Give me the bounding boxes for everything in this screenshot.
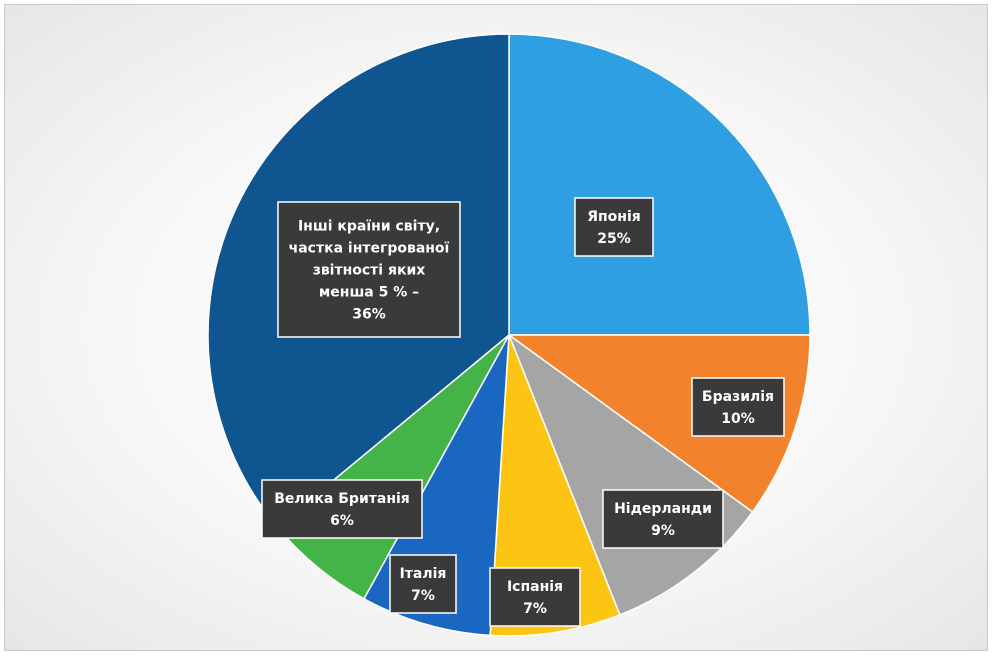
data-label: Іспанія 7% [489, 567, 581, 627]
data-label-value: 7% [411, 588, 435, 604]
pie-slice [508, 33, 811, 336]
data-label-box [389, 554, 457, 614]
data-label-value: 25% [597, 231, 631, 247]
data-label-box [261, 479, 423, 539]
data-label-value: 10% [721, 411, 755, 427]
data-label: Японія 25% [574, 197, 654, 257]
data-label-value: 36% [352, 307, 386, 323]
data-label-category: Нідерланди [614, 501, 712, 517]
data-label-value: 7% [523, 601, 547, 617]
data-label-category: Інші країни світу, [298, 219, 440, 235]
data-label-category: менша 5 % – [319, 285, 419, 301]
data-label: Велика Британія 6% [261, 479, 423, 539]
data-label-category: Велика Британія [274, 491, 410, 507]
data-label-category: Японія [587, 209, 641, 225]
data-label-category: звітності яких [313, 263, 426, 279]
data-label-value: 9% [651, 523, 675, 539]
data-label-box [574, 197, 654, 257]
data-label-category: Італія [400, 566, 447, 582]
data-label-box [602, 489, 724, 549]
data-label: Бразилія 10% [691, 377, 785, 437]
data-label-box [277, 201, 461, 338]
pie-labels: Японія 25% Бразилія 10% Нідерланди 9% Іспанія 7… [261, 197, 785, 627]
data-label-box [489, 567, 581, 627]
pie-slice [489, 334, 621, 637]
data-label-category: Бразилія [702, 389, 774, 405]
data-label: Нідерланди 9% [602, 489, 724, 549]
data-label: Італія 7% [389, 554, 457, 614]
data-label-category: Іспанія [507, 579, 563, 595]
data-label-box [691, 377, 785, 437]
data-label-value: 6% [330, 513, 354, 529]
data-label-category: частка інтегрованої [289, 241, 450, 257]
data-label: Інші країни світу, частка інтегрованої зві… [277, 201, 461, 338]
